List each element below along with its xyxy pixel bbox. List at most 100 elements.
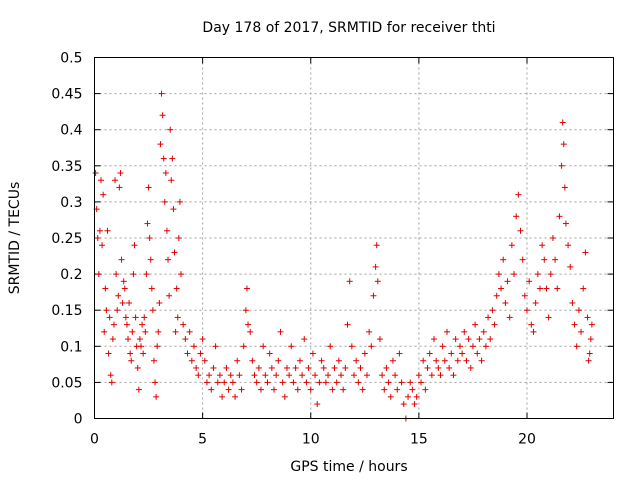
data-point — [418, 379, 425, 386]
data-point — [363, 372, 370, 379]
data-point — [448, 350, 455, 357]
data-point — [474, 350, 481, 357]
data-point — [113, 271, 120, 278]
data-point — [142, 328, 149, 335]
data-point — [140, 350, 147, 357]
data-point — [238, 386, 245, 393]
data-point — [186, 328, 193, 335]
data-point — [381, 386, 388, 393]
data-point — [392, 372, 399, 379]
data-point — [159, 112, 166, 119]
data-point — [561, 184, 568, 191]
data-point — [166, 292, 173, 299]
data-point — [504, 278, 511, 285]
data-point — [132, 314, 139, 321]
data-point — [485, 314, 492, 321]
data-point — [294, 386, 301, 393]
data-point — [405, 393, 412, 400]
data-point — [530, 328, 537, 335]
data-point — [118, 256, 125, 263]
data-point — [149, 307, 156, 314]
data-point — [303, 379, 310, 386]
data-point — [320, 364, 327, 371]
data-point — [147, 256, 154, 263]
data-point — [318, 357, 325, 364]
data-point — [160, 155, 167, 162]
data-point — [169, 155, 176, 162]
data-point — [370, 292, 377, 299]
data-point — [136, 336, 143, 343]
data-point — [554, 285, 561, 292]
data-point — [210, 364, 217, 371]
data-point — [275, 357, 282, 364]
data-point — [107, 372, 114, 379]
data-point — [446, 364, 453, 371]
data-point — [251, 372, 258, 379]
data-point — [175, 235, 182, 241]
data-point — [582, 249, 589, 256]
data-point — [270, 386, 277, 393]
data-point — [478, 357, 485, 364]
data-point — [450, 372, 457, 379]
data-point — [567, 263, 574, 270]
data-point — [469, 343, 476, 350]
data-point — [193, 364, 200, 371]
data-point — [163, 227, 170, 234]
data-point — [511, 271, 518, 278]
data-point — [243, 285, 250, 292]
data-point — [325, 372, 332, 379]
data-point — [312, 372, 319, 379]
data-point — [114, 307, 121, 314]
data-point — [145, 184, 152, 191]
data-point — [545, 314, 552, 321]
y-tick-label: 0 — [74, 412, 83, 428]
data-point — [329, 386, 336, 393]
data-point — [292, 364, 299, 371]
data-point — [214, 379, 221, 386]
y-axis-label: SRMTID / TECUs — [7, 182, 23, 295]
data-point — [571, 321, 578, 328]
data-point — [299, 372, 306, 379]
data-point — [491, 321, 498, 328]
data-point — [273, 372, 280, 379]
data-point — [587, 336, 594, 343]
data-point — [103, 307, 110, 314]
data-point — [569, 299, 576, 306]
data-point — [100, 191, 107, 198]
data-point — [327, 343, 334, 350]
data-point — [338, 372, 345, 379]
data-point — [357, 364, 364, 371]
data-point — [176, 198, 183, 205]
data-point — [115, 292, 122, 299]
data-point — [426, 350, 433, 357]
data-point — [120, 278, 127, 285]
data-point — [127, 350, 134, 357]
data-point — [493, 292, 500, 299]
data-point — [472, 321, 479, 328]
data-point — [353, 357, 360, 364]
data-point — [122, 314, 129, 321]
data-point — [123, 321, 130, 328]
data-point — [508, 242, 515, 249]
data-point — [307, 386, 314, 393]
data-point — [232, 393, 239, 400]
data-point — [517, 227, 524, 234]
data-point — [165, 256, 172, 263]
data-point — [387, 393, 394, 400]
data-point — [575, 307, 582, 314]
data-point — [435, 364, 442, 371]
data-point — [197, 350, 204, 357]
data-point — [465, 336, 472, 343]
data-point — [104, 227, 111, 234]
data-point — [340, 386, 347, 393]
data-point — [515, 191, 522, 198]
data-point — [94, 235, 101, 241]
data-point — [559, 119, 566, 126]
x-tick-label: 5 — [198, 432, 207, 448]
data-point — [266, 350, 273, 357]
data-point — [152, 379, 159, 386]
data-point — [172, 328, 179, 335]
data-point — [541, 256, 548, 263]
data-point — [498, 285, 505, 292]
data-point — [167, 126, 174, 133]
